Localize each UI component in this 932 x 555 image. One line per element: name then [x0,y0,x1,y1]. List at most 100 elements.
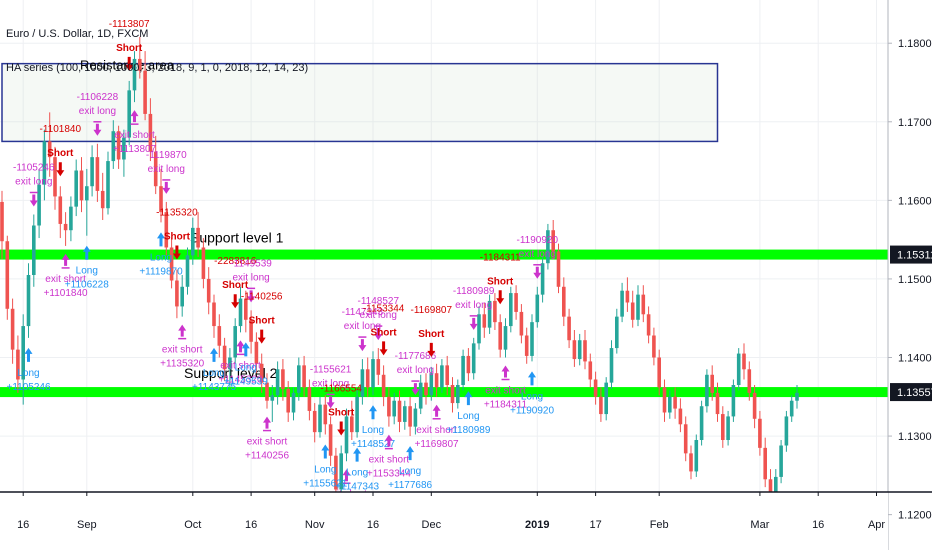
long-value: +1105246 [6,382,50,393]
candle-body [175,281,179,307]
long-label: Long [346,468,368,479]
price-tick-label: 1.12000 [898,510,932,522]
candle-body [392,401,396,417]
exit-long-label: exit long [397,365,434,376]
candle-body [329,424,333,455]
short-arrow-icon [56,162,64,176]
candle-body [567,317,571,341]
candle-body [271,395,275,401]
time-tick-label: Nov [305,519,325,531]
candle-body [461,356,465,385]
exit-short-label: exit short [162,345,203,356]
exit-short-arrow-icon [263,417,271,429]
candle-body [64,224,68,230]
short-value: -1169807 [411,305,453,316]
support-level-line-1 [0,250,888,260]
candle-body [398,401,402,422]
long-value: +1177686 [388,480,432,491]
short-arrow-icon [231,294,239,308]
candle-body [541,263,545,294]
candle-body [403,406,407,422]
candle-body [308,387,312,411]
candle-body [11,309,15,350]
candle-body [530,322,534,356]
long-label: Long [314,465,336,476]
short-label: Short [249,316,276,327]
candle-body [663,387,667,412]
short-label: Short [487,276,514,287]
symbol-title: Euro / U.S. Dollar, 1D, FXCM [6,28,148,40]
exit-long-label: exit long [455,300,492,311]
long-arrow-icon [369,405,377,419]
support-level-label-1: Support level 1 [190,230,284,246]
candle-body [636,295,640,320]
candle-body [313,411,317,432]
exit-long-label: exit long [519,249,556,260]
short-label: Short [116,43,143,54]
candle-body [286,389,290,413]
long-label: Long [399,466,421,477]
price-tick-label: 1.15000 [898,274,932,286]
candle-body [292,393,296,413]
candle-body [37,185,41,226]
long-value: +1106228 [65,280,109,291]
time-tick-label: 2019 [525,519,549,531]
candle-body [583,340,587,361]
candle-body [536,295,540,323]
price-tick-label: 1.17000 [898,117,932,129]
price-tick-label: 1.18000 [898,38,932,50]
exit-short-label: exit short [485,386,526,397]
candle-body [668,397,672,413]
candle-body [721,414,725,440]
exit-short-value: +1169807 [415,439,459,450]
candle-body [0,202,4,241]
long-value: +1147343 [335,482,379,493]
exit-long-value: -1190920 [517,235,559,246]
exit-short-arrow-icon [178,325,186,337]
long-value: +1149539 [224,376,268,387]
candle-body [599,397,603,414]
candle-body [710,375,714,393]
exit-long-value: -1149539 [230,258,272,269]
exit-long-value: -1105246 [13,163,55,174]
candle-body [202,248,206,279]
candle-body [716,393,720,414]
candle-body [191,228,195,256]
candle-body [562,287,566,317]
indicator-title: HA series (100, 1000, 1000, 3, 2018, 9, … [6,62,308,74]
candle-body [80,171,84,201]
candle-body [324,405,328,425]
candle-body [763,448,767,479]
candle-body [239,299,243,327]
short-label: Short [328,408,355,419]
long-value: +1190920 [510,405,554,416]
candle-body [59,196,63,224]
long-value: +1119870 [139,266,183,277]
candle-body [467,356,471,373]
candle-body [74,171,78,207]
candle-body [573,340,577,359]
time-tick-label: 16 [812,519,824,531]
candle-body [705,375,709,406]
candle-body [498,322,502,350]
candle-body [631,303,635,320]
short-label: Short [418,329,445,340]
candle-body [604,383,608,414]
candle-body [615,317,619,348]
candle-body [509,293,513,326]
candle-body [451,385,455,403]
candle-body [657,358,661,388]
exit-long-label: exit long [79,106,116,117]
candle-body [679,409,683,425]
candle-body [578,340,582,359]
time-tick-label: Mar [750,519,769,531]
long-arrow-icon [210,348,218,362]
candle-body [748,369,752,393]
candle-body [186,255,190,286]
candle-body [371,359,375,387]
long-label: Long [457,411,479,422]
candle-body [424,383,428,396]
candle-body [180,287,184,307]
